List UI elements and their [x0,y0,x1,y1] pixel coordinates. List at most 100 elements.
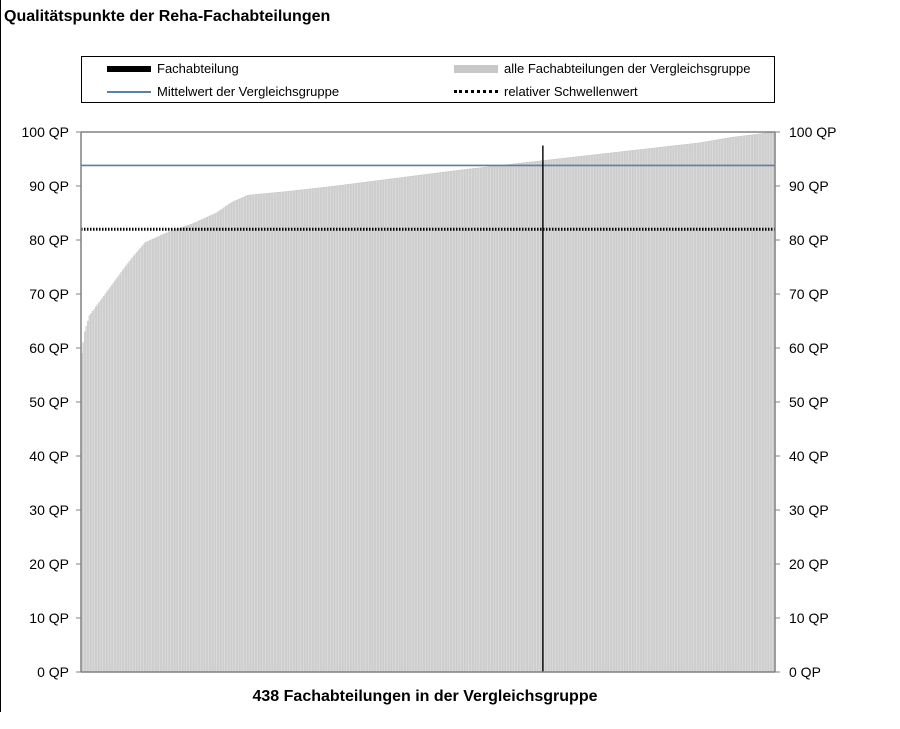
bar [518,163,521,673]
bar [103,295,105,673]
bar [275,192,278,673]
legend-swatch-dotted [454,90,498,93]
bar [237,199,240,673]
bar [589,155,592,673]
bar [503,164,506,673]
bar [497,165,500,673]
bar [217,211,220,673]
bar [495,165,498,673]
bar [205,217,208,673]
bar [451,170,454,673]
bar [675,145,677,673]
bar [591,154,593,673]
bar [194,222,197,673]
bar [179,227,181,673]
bar [755,134,758,673]
bar [687,143,690,673]
bar [416,175,419,673]
bar [308,188,311,673]
bar [364,181,367,673]
bar [343,184,346,673]
bar [264,193,267,673]
y-tick-label-left: 20 QP [29,556,69,572]
bar [516,163,519,673]
bar [199,220,202,673]
bar [209,215,212,673]
bar [438,172,441,673]
bar [682,144,685,673]
bar [530,161,533,673]
bar [655,147,658,673]
bar [743,135,746,673]
bar [106,291,109,673]
bar [587,155,590,673]
x-axis-label: 438 Fachabteilungen in der Vergleichsgru… [252,688,598,705]
bar [507,164,509,673]
bar [383,179,386,673]
bar [270,192,273,673]
bar [701,142,704,673]
bar [297,189,300,673]
bar [676,145,679,673]
bar [286,191,289,673]
bar [122,270,124,673]
bar [771,132,774,673]
bar [244,196,246,673]
bar [526,162,528,673]
bar [475,168,478,673]
bar [385,179,387,673]
bar [315,187,318,673]
bar [551,159,554,673]
bar [736,136,739,673]
bar [207,216,210,673]
bar [310,188,313,673]
bar [413,175,416,673]
bar [87,320,90,673]
bar [543,160,546,673]
bar [440,172,443,673]
y-tick-label-left: 100 QP [22,124,69,140]
bar [236,199,239,673]
legend-label-alle: alle Fachabteilungen der Vergleichsgrupp… [504,61,751,76]
bar [499,165,502,673]
bar [489,166,492,673]
bar [706,141,709,673]
bar [640,149,643,673]
bar [652,147,655,673]
bar [749,134,752,673]
bar [424,174,427,673]
bar [359,182,362,673]
bar [727,137,730,673]
bar [763,133,766,673]
bar [212,214,215,673]
bar [537,160,540,673]
bar [201,219,204,673]
y-tick-label-right: 30 QP [789,502,829,518]
bar [171,230,174,673]
bar [110,285,113,673]
bar [267,193,270,673]
bar [225,206,227,673]
bar [552,159,555,673]
bar [91,311,94,673]
bar [697,142,700,673]
bar [213,213,216,673]
bar [156,236,159,673]
bar [321,187,324,673]
left-border [0,0,1,712]
bar [155,237,158,673]
bar [583,155,586,673]
bar [765,132,768,673]
y-tick-label-left: 90 QP [29,178,69,194]
bar [247,195,250,673]
bar [739,136,742,673]
legend-swatch-gray [454,64,498,73]
bar [274,192,277,673]
bar [250,194,253,673]
bar [312,188,315,673]
bar [410,176,413,673]
bar [644,148,647,673]
bar [348,184,351,673]
y-tick-label-left: 0 QP [37,664,69,680]
bar [326,186,329,673]
